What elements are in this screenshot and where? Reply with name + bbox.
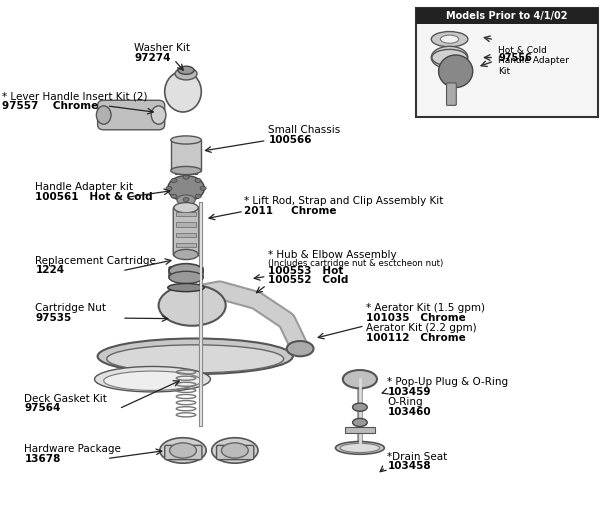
Ellipse shape xyxy=(183,175,189,179)
Text: Handle Adapter kit: Handle Adapter kit xyxy=(35,182,134,192)
Text: O-Ring: O-Ring xyxy=(387,397,423,407)
Ellipse shape xyxy=(104,371,201,390)
Ellipse shape xyxy=(95,366,210,392)
Ellipse shape xyxy=(107,345,284,373)
Text: 100553   Hot: 100553 Hot xyxy=(268,266,344,276)
Ellipse shape xyxy=(200,186,206,190)
Text: Hot & Cold
Handle Adapter
Kit: Hot & Cold Handle Adapter Kit xyxy=(498,46,569,76)
FancyBboxPatch shape xyxy=(447,83,456,105)
Ellipse shape xyxy=(171,166,201,175)
FancyBboxPatch shape xyxy=(175,170,197,174)
FancyBboxPatch shape xyxy=(176,243,196,247)
Ellipse shape xyxy=(183,197,189,202)
Ellipse shape xyxy=(353,403,367,411)
Ellipse shape xyxy=(171,194,177,199)
Text: 100561   Hot & Cold: 100561 Hot & Cold xyxy=(35,192,153,202)
FancyBboxPatch shape xyxy=(416,8,598,117)
Ellipse shape xyxy=(168,176,204,201)
Ellipse shape xyxy=(159,285,226,326)
Text: * Lift Rod, Strap and Clip Assembly Kit: * Lift Rod, Strap and Clip Assembly Kit xyxy=(244,196,443,206)
Text: Small Chassis: Small Chassis xyxy=(268,125,340,135)
Ellipse shape xyxy=(336,442,384,454)
Text: 97557    Chrome: 97557 Chrome xyxy=(2,101,98,111)
Ellipse shape xyxy=(195,194,201,199)
Text: Replacement Cartridge: Replacement Cartridge xyxy=(35,256,156,266)
Text: 101035   Chrome: 101035 Chrome xyxy=(366,313,466,323)
Ellipse shape xyxy=(353,418,367,427)
Ellipse shape xyxy=(151,106,166,124)
Ellipse shape xyxy=(171,136,201,144)
Ellipse shape xyxy=(431,46,468,69)
Ellipse shape xyxy=(160,438,206,463)
Text: *Drain Seat: *Drain Seat xyxy=(387,451,448,462)
FancyBboxPatch shape xyxy=(176,233,196,237)
Ellipse shape xyxy=(98,338,293,374)
Ellipse shape xyxy=(178,66,194,74)
Ellipse shape xyxy=(169,264,203,278)
Ellipse shape xyxy=(221,443,248,458)
Text: (Includes cartridge nut & esctcheon nut): (Includes cartridge nut & esctcheon nut) xyxy=(268,259,443,268)
Text: * Hub & Elbow Assembly: * Hub & Elbow Assembly xyxy=(268,249,397,260)
Text: 100566: 100566 xyxy=(268,134,312,145)
FancyBboxPatch shape xyxy=(173,207,199,256)
Text: 103459: 103459 xyxy=(387,386,431,397)
Text: 13678: 13678 xyxy=(24,454,61,464)
Text: * Lever Handle Insert Kit (2): * Lever Handle Insert Kit (2) xyxy=(2,92,148,102)
Text: 97535: 97535 xyxy=(35,313,71,323)
Ellipse shape xyxy=(343,370,377,388)
Ellipse shape xyxy=(168,284,204,292)
Text: Hardware Package: Hardware Package xyxy=(24,444,121,454)
Text: * Pop-Up Plug & O-Ring: * Pop-Up Plug & O-Ring xyxy=(387,377,509,387)
Ellipse shape xyxy=(440,35,459,43)
Text: Aerator Kit (2.2 gpm): Aerator Kit (2.2 gpm) xyxy=(366,323,476,333)
Ellipse shape xyxy=(174,249,198,260)
Text: 103458: 103458 xyxy=(387,461,431,471)
Text: Models Prior to 4/1/02: Models Prior to 4/1/02 xyxy=(446,11,568,21)
Ellipse shape xyxy=(96,106,111,124)
Ellipse shape xyxy=(174,203,198,213)
FancyBboxPatch shape xyxy=(98,100,165,130)
Text: Cartridge Nut: Cartridge Nut xyxy=(35,303,106,313)
Ellipse shape xyxy=(171,178,177,182)
Text: Deck Gasket Kit: Deck Gasket Kit xyxy=(24,393,107,404)
Ellipse shape xyxy=(439,55,473,88)
FancyBboxPatch shape xyxy=(176,222,196,227)
Ellipse shape xyxy=(287,341,314,356)
FancyBboxPatch shape xyxy=(345,427,375,433)
FancyBboxPatch shape xyxy=(176,212,196,216)
FancyBboxPatch shape xyxy=(169,267,203,279)
Ellipse shape xyxy=(177,195,195,205)
Ellipse shape xyxy=(165,71,201,112)
Ellipse shape xyxy=(340,443,379,453)
Ellipse shape xyxy=(175,68,197,80)
Text: 103460: 103460 xyxy=(387,407,431,417)
Text: 1224: 1224 xyxy=(35,265,65,275)
Text: 97556: 97556 xyxy=(498,53,532,64)
Ellipse shape xyxy=(212,438,258,463)
Ellipse shape xyxy=(195,178,201,182)
Text: Washer Kit: Washer Kit xyxy=(134,43,190,53)
FancyBboxPatch shape xyxy=(165,445,202,460)
Ellipse shape xyxy=(170,443,196,458)
Text: 97564: 97564 xyxy=(24,403,61,413)
Ellipse shape xyxy=(169,271,203,284)
Text: 2011     Chrome: 2011 Chrome xyxy=(244,206,337,216)
FancyBboxPatch shape xyxy=(416,8,598,24)
Text: 100112   Chrome: 100112 Chrome xyxy=(366,332,466,343)
Text: 97274: 97274 xyxy=(134,53,171,63)
Text: * Aerator Kit (1.5 gpm): * Aerator Kit (1.5 gpm) xyxy=(366,303,485,313)
Text: 100552   Cold: 100552 Cold xyxy=(268,275,349,285)
Ellipse shape xyxy=(431,32,468,47)
Ellipse shape xyxy=(166,186,172,190)
FancyBboxPatch shape xyxy=(171,140,201,171)
FancyBboxPatch shape xyxy=(180,200,192,206)
FancyBboxPatch shape xyxy=(217,445,254,460)
